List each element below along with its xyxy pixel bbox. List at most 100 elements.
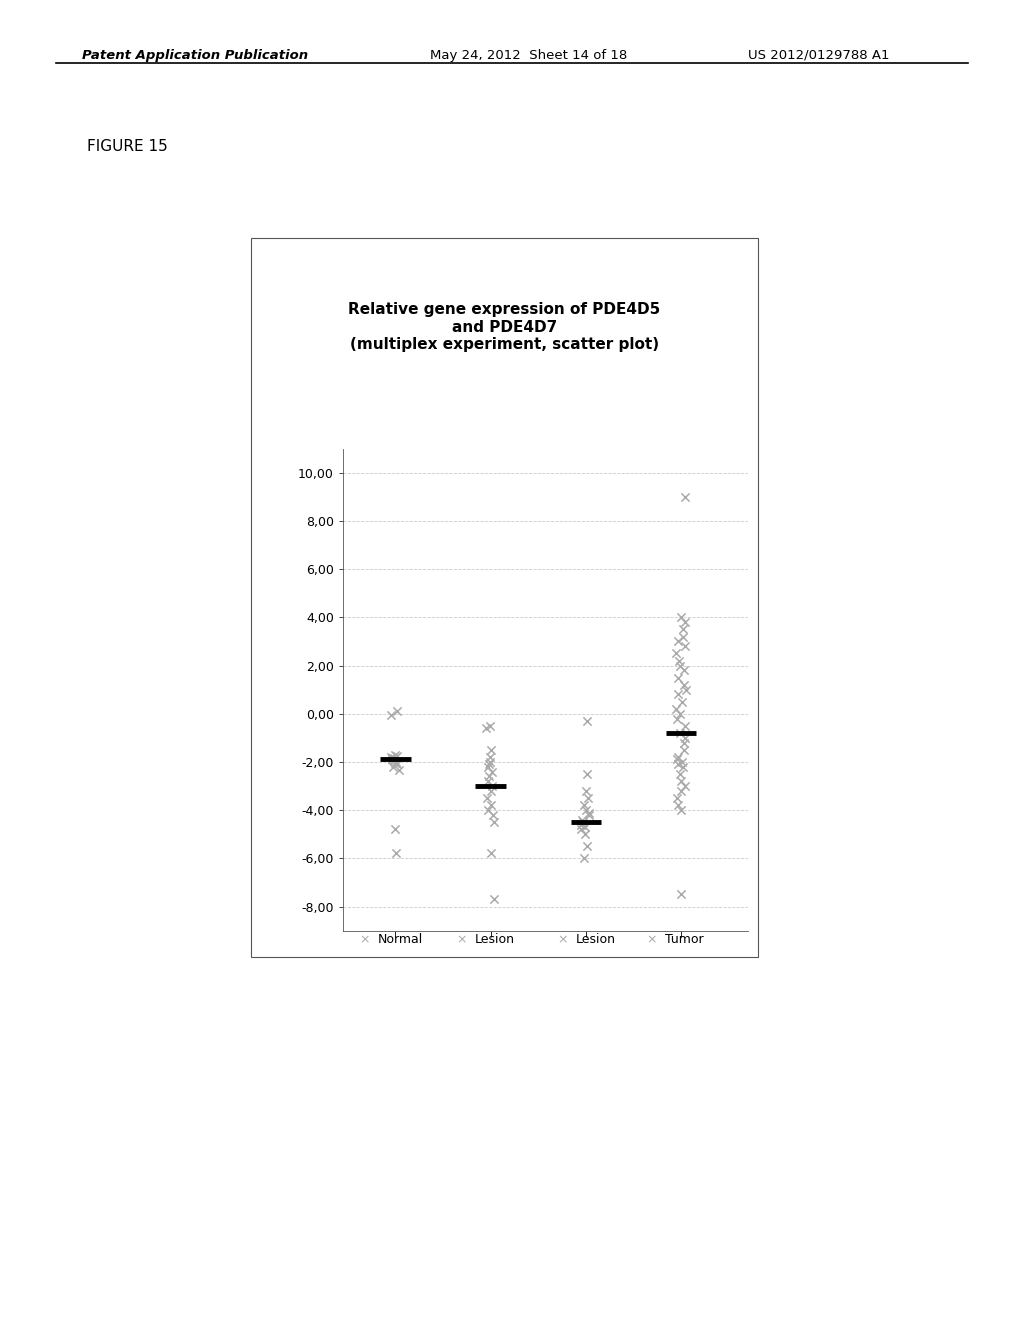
Point (578, 780, 594, 801)
Point (478, 718, 495, 739)
Point (485, 812, 502, 833)
Point (582, 804, 598, 825)
Text: FIGURE 15: FIGURE 15 (87, 139, 168, 153)
Point (384, 756, 400, 777)
Point (485, 804, 502, 825)
Point (670, 754, 686, 775)
Point (670, 747, 686, 768)
Point (579, 836, 595, 857)
Point (580, 788, 596, 809)
Point (670, 684, 686, 705)
Point (575, 847, 592, 869)
Point (482, 843, 499, 865)
Point (670, 667, 686, 688)
Point (481, 747, 498, 768)
Point (672, 722, 688, 743)
Point (480, 754, 497, 775)
Point (573, 814, 590, 836)
Point (485, 888, 502, 909)
Text: May 24, 2012  Sheet 14 of 18: May 24, 2012 Sheet 14 of 18 (430, 49, 628, 62)
Point (677, 775, 693, 796)
Point (674, 751, 690, 772)
Point (672, 655, 688, 676)
Point (482, 780, 499, 801)
Point (676, 739, 692, 760)
Point (673, 884, 689, 906)
Point (669, 748, 685, 770)
Point (668, 698, 684, 719)
Point (389, 754, 406, 775)
Point (675, 619, 691, 640)
Point (582, 803, 598, 824)
Point (386, 818, 402, 840)
Point (670, 631, 686, 652)
Point (483, 762, 500, 783)
Point (579, 710, 595, 731)
Point (575, 795, 592, 816)
Text: ×: × (359, 933, 370, 946)
Point (388, 843, 404, 865)
Point (479, 788, 496, 809)
Point (383, 748, 399, 770)
Point (384, 748, 400, 770)
Point (672, 704, 688, 725)
Point (669, 788, 685, 809)
Point (578, 800, 594, 821)
Text: ×: × (457, 933, 467, 946)
Point (385, 747, 401, 768)
Point (389, 746, 406, 767)
Point (672, 763, 688, 784)
Point (387, 751, 403, 772)
Text: ×: × (646, 933, 657, 946)
Point (574, 812, 591, 833)
Point (482, 795, 499, 816)
Point (677, 611, 693, 632)
Point (386, 752, 402, 774)
Point (673, 771, 689, 792)
Point (676, 660, 692, 681)
Point (675, 756, 691, 777)
Point (386, 744, 402, 766)
Point (391, 760, 408, 781)
Point (480, 771, 497, 792)
Point (479, 800, 496, 821)
Point (677, 486, 693, 507)
Point (675, 626, 691, 647)
Point (677, 715, 693, 737)
Point (479, 756, 496, 777)
Point (674, 692, 690, 713)
Point (481, 751, 498, 772)
Point (481, 715, 498, 737)
Text: Tumor: Tumor (665, 933, 703, 946)
Text: US 2012/0129788 A1: US 2012/0129788 A1 (748, 49, 889, 62)
Text: Patent Application Publication: Patent Application Publication (82, 49, 308, 62)
Text: Lesion: Lesion (575, 933, 615, 946)
Point (384, 747, 400, 768)
Point (670, 795, 686, 816)
Point (673, 800, 689, 821)
Point (673, 780, 689, 801)
Point (483, 739, 500, 760)
Point (573, 818, 590, 840)
Point (382, 747, 398, 768)
Point (480, 766, 497, 787)
Text: Relative gene expression of PDE4D5
and PDE4D7
(multiplex experiment, scatter plo: Relative gene expression of PDE4D5 and P… (348, 302, 660, 352)
Point (669, 708, 685, 729)
Point (676, 675, 692, 696)
Point (383, 705, 399, 726)
Text: Normal: Normal (378, 933, 423, 946)
Point (677, 678, 693, 700)
Point (677, 727, 693, 748)
Text: Lesion: Lesion (475, 933, 515, 946)
Point (677, 636, 693, 657)
Point (671, 651, 687, 672)
Point (580, 763, 596, 784)
Point (668, 643, 684, 664)
Point (483, 775, 500, 796)
Text: ×: × (557, 933, 568, 946)
Point (386, 750, 402, 771)
Point (673, 607, 689, 628)
Point (574, 809, 591, 830)
Point (577, 816, 593, 837)
Point (676, 733, 692, 754)
